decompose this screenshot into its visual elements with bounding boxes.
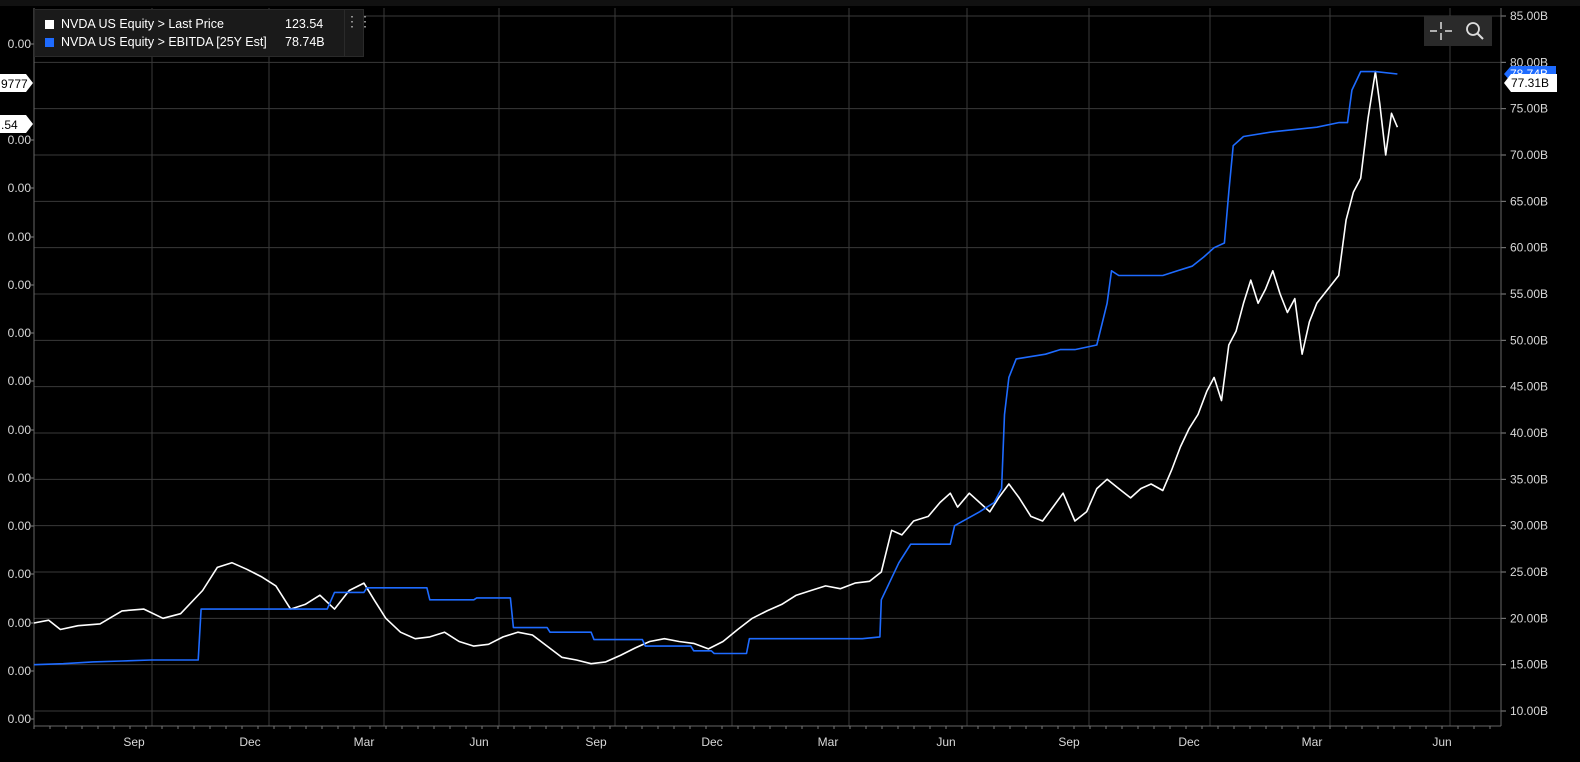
x-tick-label: Dec xyxy=(701,735,722,749)
right-axis: 10.00B 15.00B 20.00B 25.00B 30.00B 35.00B 40.0… xyxy=(1500,8,1548,726)
plot-background xyxy=(34,8,1501,726)
left-tick-label: 0.00 xyxy=(8,37,32,51)
left-tick-label: 0.00 xyxy=(8,133,32,147)
left-tick-label: 0.00 xyxy=(8,181,32,195)
legend-swatch-white xyxy=(45,19,54,29)
top-toolbar-strip xyxy=(0,0,1580,6)
right-tick-label: 80.00B xyxy=(1510,55,1548,69)
magnifier-icon[interactable] xyxy=(1458,16,1492,46)
legend-value: 123.54 xyxy=(285,17,324,31)
right-tick-label: 60.00B xyxy=(1510,241,1548,255)
right-tick-label: 25.00B xyxy=(1510,565,1548,579)
left-label-a: 9777 xyxy=(1,77,28,91)
right-tick-label: 15.00B xyxy=(1510,658,1548,672)
x-tick-label: Mar xyxy=(1302,735,1323,749)
legend-label: NVDA US Equity > Last Price xyxy=(61,17,224,31)
legend-item-last-price[interactable]: NVDA US Equity > Last Price 123.54 xyxy=(45,15,323,33)
left-tick-label: 0.00 xyxy=(8,664,32,678)
left-tick-label: 0.00 xyxy=(8,712,32,726)
right-tick-label: 45.00B xyxy=(1510,380,1548,394)
left-label-b: .54 xyxy=(1,118,18,132)
x-tick-label: Jun xyxy=(936,735,955,749)
x-axis: Sep Dec Mar Jun Sep Dec Mar Jun Sep Dec Mar Jun xyxy=(33,725,1501,749)
legend-value: 78.74B xyxy=(285,35,325,49)
crosshair-icon[interactable] xyxy=(1424,16,1458,46)
left-tick-label: 0.00 xyxy=(8,278,32,292)
chart-tools xyxy=(1424,16,1492,46)
series-line-last-price xyxy=(33,70,1399,665)
left-tick-label: 0.00 xyxy=(8,616,32,630)
current-label-white-bg xyxy=(1504,74,1557,92)
legend-swatch-blue xyxy=(45,37,54,47)
left-tick-label: 0.00 xyxy=(8,326,32,340)
x-tick-label: Sep xyxy=(585,735,607,749)
x-tick-label: Sep xyxy=(1058,735,1080,749)
right-tick-label: 55.00B xyxy=(1510,287,1548,301)
right-tick-label: 10.00B xyxy=(1510,704,1548,718)
x-tick-label: Mar xyxy=(354,735,375,749)
legend-drag-handle-icon[interactable]: ⋮⋮ xyxy=(344,10,372,56)
left-tick-label: 0.00 xyxy=(8,230,32,244)
x-tick-label: Mar xyxy=(818,735,839,749)
left-tick-label: 0.00 xyxy=(8,567,32,581)
series-layer xyxy=(33,70,1399,666)
right-tick-label: 50.00B xyxy=(1510,333,1548,347)
left-tick-label: 0.00 xyxy=(8,374,32,388)
chart-legend[interactable]: NVDA US Equity > Last Price 123.54 NVDA … xyxy=(34,9,372,57)
current-label-white: 77.31B xyxy=(1511,76,1549,90)
left-tick-label: 0.00 xyxy=(8,519,32,533)
right-tick-label: 70.00B xyxy=(1510,148,1548,162)
x-tick-label: Dec xyxy=(239,735,260,749)
right-tick-label: 40.00B xyxy=(1510,426,1548,440)
right-tick-label: 20.00B xyxy=(1510,611,1548,625)
legend-label: NVDA US Equity > EBITDA [25Y Est] xyxy=(61,35,267,49)
left-axis: 0.00 0.00 0.00 0.00 0.00 0.00 0.00 0.00 0.00 0.00… xyxy=(8,8,35,726)
grid-lines xyxy=(33,8,1501,726)
legend-item-ebitda[interactable]: NVDA US Equity > EBITDA [25Y Est] 78.74B xyxy=(45,33,325,51)
right-tick-label: 35.00B xyxy=(1510,472,1548,486)
left-label-a-bg xyxy=(0,74,33,92)
right-tick-label: 75.00B xyxy=(1510,102,1548,116)
left-tick-label: 0.00 xyxy=(8,423,32,437)
x-tick-label: Jun xyxy=(469,735,488,749)
x-tick-label: Dec xyxy=(1178,735,1199,749)
series-line-ebitda xyxy=(33,70,1398,666)
x-tick-label: Jun xyxy=(1432,735,1451,749)
x-tick-label: Sep xyxy=(123,735,145,749)
left-tick-label: 0.00 xyxy=(8,471,32,485)
right-tick-label: 30.00B xyxy=(1510,519,1548,533)
right-tick-label: 65.00B xyxy=(1510,194,1548,208)
right-tick-label: 85.00B xyxy=(1510,9,1548,23)
left-label-b-bg xyxy=(0,115,33,133)
